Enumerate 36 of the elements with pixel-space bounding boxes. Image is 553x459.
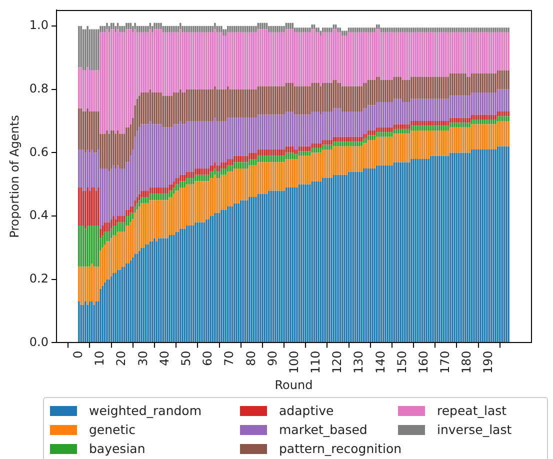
x-tick-label: 80 xyxy=(244,350,258,366)
x-tick-label: 30 xyxy=(136,350,150,366)
y-tick-label: 0.8 xyxy=(29,81,48,96)
x-tick-label: 40 xyxy=(157,350,172,366)
legend-label: inverse_last xyxy=(437,422,512,437)
x-tick-label: 130 xyxy=(352,350,366,374)
x-tick-label: 10 xyxy=(92,350,107,366)
y-axis-title: Proportion of Agents xyxy=(7,115,22,238)
legend-label: market_based xyxy=(279,422,368,437)
x-tick-label: 120 xyxy=(330,350,344,374)
legend-label: genetic xyxy=(89,422,136,437)
x-tick-label: 50 xyxy=(179,350,194,366)
x-tick-label: 170 xyxy=(438,350,452,374)
x-tick-label: 90 xyxy=(265,350,280,366)
y-tick-label: 0.0 xyxy=(29,334,48,349)
x-tick-label: 110 xyxy=(308,350,323,374)
legend-label: pattern_recognition xyxy=(279,441,402,456)
x-tick-label: 20 xyxy=(114,350,128,366)
legend-label: weighted_random xyxy=(89,403,202,418)
x-tick-label: 160 xyxy=(416,350,430,374)
y-tick-label: 1.0 xyxy=(29,18,48,32)
y-tick-label: 0.2 xyxy=(29,271,48,286)
legend-label: bayesian xyxy=(89,441,146,456)
legend-label: adaptive xyxy=(279,403,334,418)
x-axis-title: Round xyxy=(274,378,313,392)
x-tick-label: 70 xyxy=(222,350,236,366)
x-tick-label: 150 xyxy=(394,350,409,374)
y-tick-label: 0.6 xyxy=(29,144,48,159)
x-tick-label: 190 xyxy=(481,350,496,374)
x-tick-label: 140 xyxy=(373,350,388,374)
x-tick-label: 100 xyxy=(286,350,301,374)
y-tick-label: 0.4 xyxy=(29,208,48,222)
x-tick-label: 0 xyxy=(71,350,86,358)
x-tick-label: 60 xyxy=(200,350,215,366)
legend-label: repeat_last xyxy=(437,403,507,418)
x-tick-label: 180 xyxy=(460,350,474,374)
